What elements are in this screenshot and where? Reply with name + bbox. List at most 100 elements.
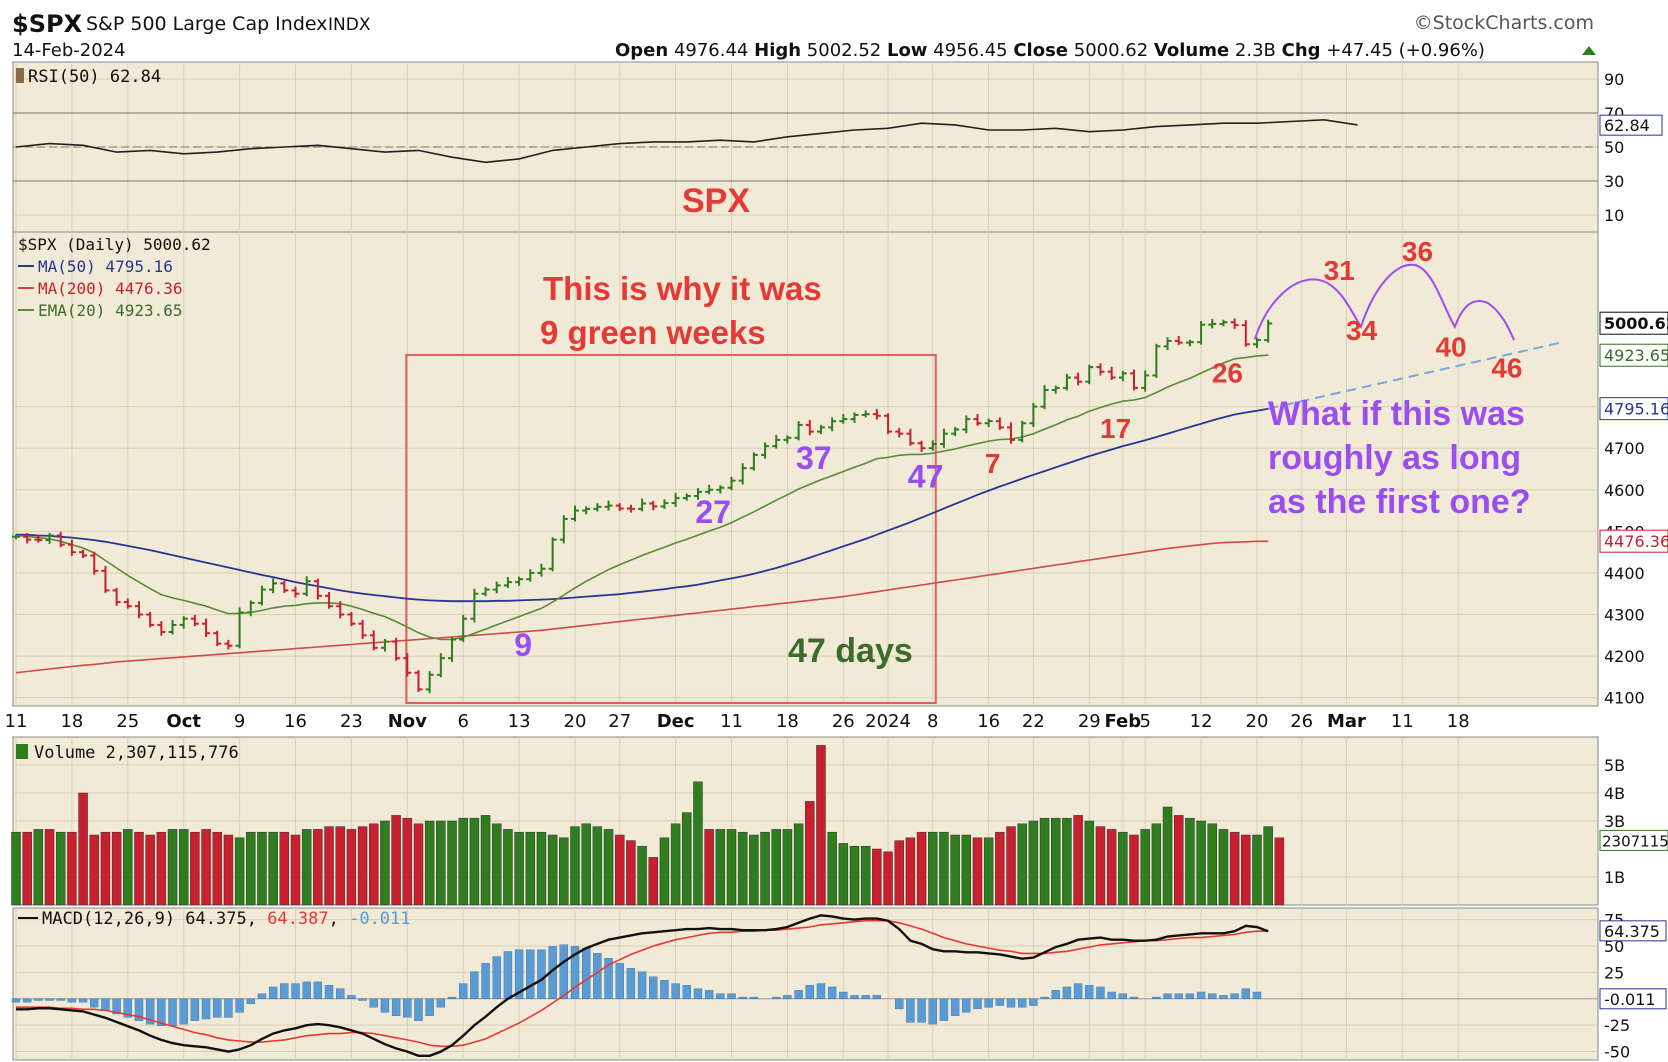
macd-histogram-bar xyxy=(224,998,233,1018)
macd-histogram-bar xyxy=(470,971,479,999)
count-label-purple: 47 xyxy=(908,459,944,495)
volume-bar xyxy=(413,823,424,906)
price-current-label: 5000.62 xyxy=(1604,314,1668,333)
volume-bar xyxy=(89,834,100,906)
x-tick-label: 26 xyxy=(832,711,855,732)
macd-histogram-bar xyxy=(604,958,613,999)
volume-bar xyxy=(134,831,144,906)
x-tick-label: 22 xyxy=(1022,711,1045,732)
macd-tick-label: -25 xyxy=(1604,1016,1630,1035)
macd-current-box xyxy=(1599,988,1667,1010)
macd-current-box xyxy=(1599,920,1667,942)
volume-bar xyxy=(682,812,692,906)
volume-bar xyxy=(346,829,357,906)
macd-histogram-bar xyxy=(1230,993,1239,999)
open-label: Open xyxy=(615,40,668,61)
volume-bar xyxy=(279,831,290,906)
volume-bar xyxy=(726,829,737,906)
macd-histogram-bar xyxy=(570,946,580,999)
macd-histogram-bar xyxy=(257,993,267,999)
x-tick-label: 29 xyxy=(1078,711,1101,732)
price-tick-label: 4400 xyxy=(1604,564,1645,583)
ma200-line xyxy=(15,540,1269,674)
volume-bar xyxy=(995,831,1005,906)
volume-bar xyxy=(369,823,379,906)
macd-histogram-bar xyxy=(34,998,43,1001)
x-tick-label: 18 xyxy=(60,711,83,732)
volume-bar xyxy=(637,845,647,906)
volume-bar xyxy=(246,831,256,906)
volume-bar xyxy=(704,829,714,906)
x-tick-label: 16 xyxy=(977,711,1000,732)
volume-bar xyxy=(357,826,368,906)
macd-histogram-bar xyxy=(772,996,781,999)
volume-bar xyxy=(737,831,748,906)
volume-label: Volume xyxy=(1154,40,1229,61)
volume-bar xyxy=(1162,806,1173,906)
macd-histogram-bar xyxy=(324,985,334,999)
volume-bar xyxy=(22,831,32,906)
macd-histogram-bar xyxy=(246,998,255,1005)
price-current-box xyxy=(1599,397,1668,421)
volume-current-box xyxy=(1599,829,1668,851)
volume-bar xyxy=(201,829,211,906)
macd-histogram-bar xyxy=(816,983,826,999)
macd-histogram-bar xyxy=(973,998,982,1010)
volume-bar xyxy=(424,820,435,906)
volume-bar xyxy=(961,834,972,906)
macd-histogram-bar xyxy=(1196,991,1206,999)
axis-layer: 11 18 25 Oct 9 16 23 Nov 6 13 20 27 Dec 11 18 26 2024 8 16… xyxy=(5,70,1668,1062)
volume-bar xyxy=(805,801,815,906)
macd-histogram-bar xyxy=(783,995,792,999)
spx-label: SPX xyxy=(682,182,750,220)
macd-histogram-bar xyxy=(1252,991,1262,999)
x-tick-label: Feb xyxy=(1104,711,1141,732)
volume-bar xyxy=(257,831,267,906)
volume-tick-label: 5B xyxy=(1604,756,1625,775)
x-tick-label: Mar xyxy=(1327,711,1366,732)
projection-path xyxy=(1253,263,1516,341)
volume-bar xyxy=(793,823,804,906)
macd-histogram-bar xyxy=(403,998,412,1018)
volume-bar xyxy=(581,823,591,906)
macd-tick-label: 50 xyxy=(1604,937,1624,956)
volume-bar xyxy=(1229,831,1240,906)
macd-histogram-bar xyxy=(90,998,99,1008)
volume-value: 2.3B xyxy=(1235,40,1276,61)
volume-bar xyxy=(436,820,446,906)
macd-layer xyxy=(11,914,1269,1057)
rsi-tick-label: 50 xyxy=(1604,138,1624,157)
volume-bar xyxy=(1050,817,1061,906)
price-current-box xyxy=(1599,311,1668,335)
volume-bar xyxy=(123,829,133,906)
macd-histogram-bar xyxy=(1096,986,1105,999)
projected-ma50-line xyxy=(1267,342,1560,410)
volume-bar xyxy=(849,845,860,906)
legend-ma50: MA(50) 4795.16 xyxy=(38,257,173,276)
macd-histogram-bar xyxy=(481,963,490,999)
rsi-title: RSI(50) 62.84 xyxy=(16,67,161,87)
volume-bar xyxy=(983,837,994,906)
macd-histogram-bar xyxy=(414,998,423,1021)
macd-histogram-bar xyxy=(514,949,524,999)
macd-histogram-bar xyxy=(145,998,155,1025)
volume-bar xyxy=(883,851,893,906)
volume-bar xyxy=(1017,823,1027,906)
volume-bar xyxy=(525,831,536,906)
macd-histogram-bar xyxy=(123,998,133,1018)
macd-histogram-bar xyxy=(1107,991,1116,999)
macd-histogram-bar xyxy=(1018,998,1027,1008)
volume-bar xyxy=(570,826,580,906)
x-tick-label: 8 xyxy=(927,711,938,732)
macd-histogram-bar xyxy=(1219,995,1228,999)
macd-histogram-bar xyxy=(1185,993,1195,999)
x-tick-label: 2024 xyxy=(865,711,911,732)
volume-bar xyxy=(67,831,77,906)
macd-histogram-bar xyxy=(56,998,65,1001)
volume-bar xyxy=(1118,831,1128,906)
volume-bar xyxy=(939,831,949,906)
volume-bar xyxy=(44,829,55,906)
macd-histogram-bar xyxy=(928,998,937,1025)
macd-histogram-bar xyxy=(235,998,244,1013)
macd-histogram-bar xyxy=(1118,993,1128,999)
